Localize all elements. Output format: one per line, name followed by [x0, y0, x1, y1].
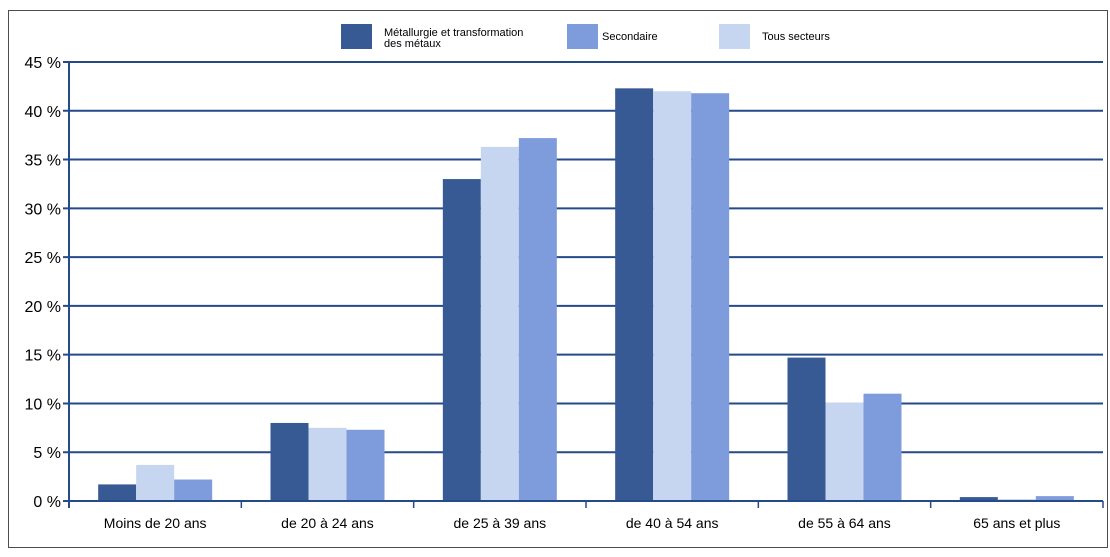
legend-swatch-2 [719, 24, 750, 49]
legend-label-2-0: Tous secteurs [762, 31, 830, 43]
x-category-label-0: Moins de 20 ans [104, 515, 207, 531]
bar-series1-cat2 [480, 146, 519, 501]
y-tick-label-6: 30 % [25, 201, 61, 218]
bar-series2-cat2 [518, 138, 557, 502]
bar-series0-cat3 [615, 88, 654, 501]
y-tick-label-1: 5 % [33, 445, 61, 462]
bar-series2-cat1 [346, 429, 385, 501]
chart-frame [8, 10, 1108, 548]
legend-swatch-0 [341, 24, 372, 49]
y-tick-label-2: 10 % [25, 396, 61, 413]
bar-series2-cat4 [863, 393, 902, 501]
bar-series2-cat0 [174, 479, 213, 501]
x-category-label-3: de 40 à 54 ans [626, 515, 719, 531]
x-category-label-4: de 55 à 64 ans [798, 515, 891, 531]
y-tick-label-9: 45 % [25, 55, 61, 72]
bar-series0-cat2 [442, 179, 481, 502]
bar-series1-cat1 [308, 427, 347, 501]
bar-series0-cat0 [98, 484, 137, 501]
legend-swatch-1 [567, 24, 598, 49]
bar-series0-cat4 [787, 357, 826, 501]
bar-series1-cat4 [825, 402, 864, 501]
bar-series0-cat1 [270, 422, 309, 501]
y-tick-label-0: 0 % [33, 494, 61, 511]
bar-series2-cat3 [691, 93, 730, 502]
y-tick-label-4: 20 % [25, 299, 61, 316]
bar-series1-cat3 [653, 91, 692, 502]
y-tick-label-7: 35 % [25, 153, 61, 170]
legend-label-0-0: Métallurgie et transformation [384, 27, 523, 39]
y-tick-label-3: 15 % [25, 348, 61, 365]
y-tick-label-8: 40 % [25, 104, 61, 121]
legend-label-0-1: des métaux [384, 38, 441, 50]
y-tick-label-5: 25 % [25, 250, 61, 267]
bar-series0-cat5 [959, 497, 998, 501]
x-category-label-1: de 20 à 24 ans [281, 515, 374, 531]
bar-series1-cat0 [136, 464, 175, 501]
x-category-label-2: de 25 à 39 ans [454, 515, 547, 531]
legend-label-1-0: Secondaire [602, 31, 658, 43]
bar-series2-cat5 [1035, 496, 1074, 501]
x-category-label-5: 65 ans et plus [973, 515, 1060, 531]
